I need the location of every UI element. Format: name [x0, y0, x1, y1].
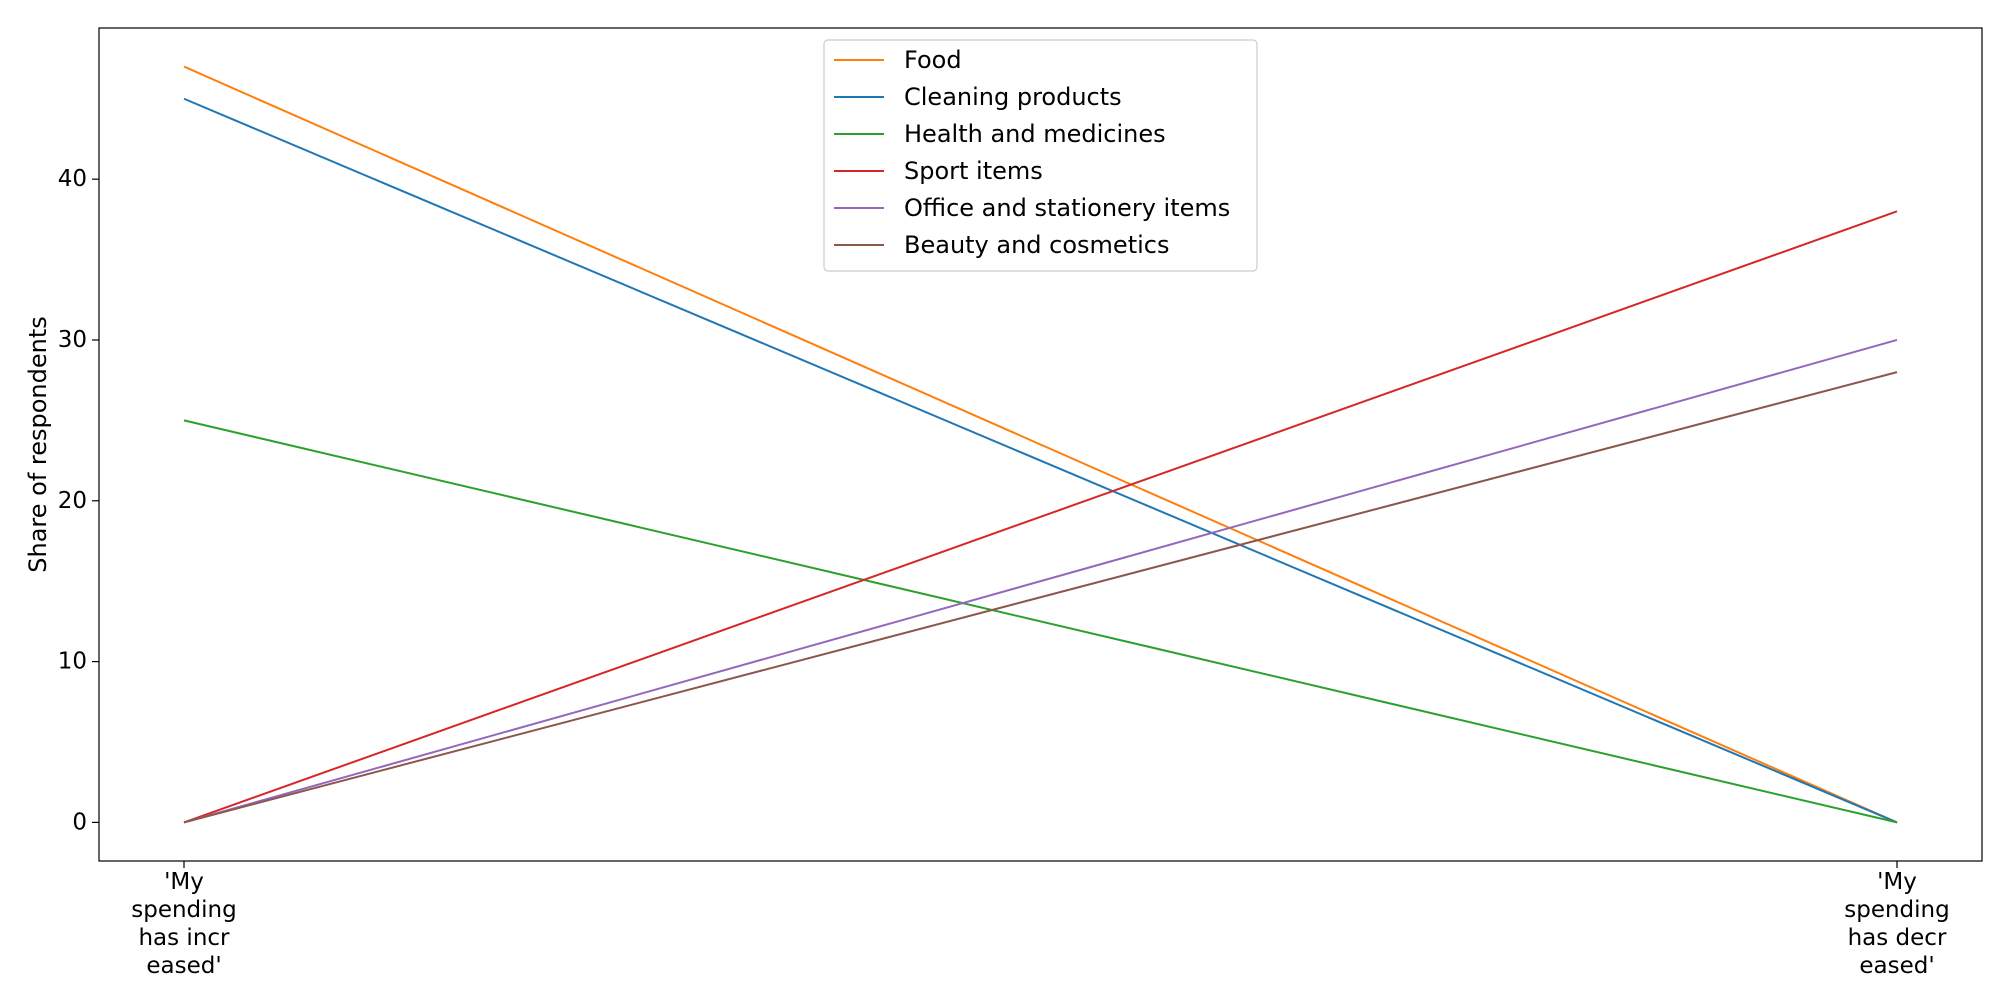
x-tick-label-0: 'My spending has incr eased' [131, 869, 236, 979]
legend-label-3: Sport items [904, 157, 1043, 185]
legend: Food Cleaning products Health and medicine… [823, 39, 1258, 272]
y-tick-label-1: 10 [58, 649, 87, 675]
axes: 0 10 20 30 40 'My spending has incr eased' 'My spe… [24, 27, 1983, 979]
plot-area [183, 65, 1898, 824]
y-tick-label-4: 40 [58, 166, 87, 192]
y-tick-label-3: 30 [58, 327, 87, 353]
series-line-0 [183, 65, 1898, 824]
y-tick-label-0: 0 [72, 809, 87, 835]
legend-label-5: Beauty and cosmetics [904, 231, 1169, 259]
legend-label-0: Food [904, 46, 962, 74]
legend-label-2: Health and medicines [904, 120, 1166, 148]
axes-frame [98, 27, 1983, 862]
legend-label-4: Office and stationery items [904, 194, 1230, 222]
legend-box [823, 39, 1258, 272]
y-axis-label: Share of respondents [24, 316, 52, 573]
legend-label-1: Cleaning products [904, 83, 1122, 111]
series-line-4 [183, 339, 1898, 824]
x-tick-label-1: 'My spending has decr eased' [1844, 869, 1949, 979]
y-tick-label-2: 20 [58, 488, 87, 514]
series-line-3 [183, 210, 1898, 824]
series-line-1 [183, 97, 1898, 824]
series-line-5 [183, 371, 1898, 824]
series-line-2 [183, 419, 1898, 824]
